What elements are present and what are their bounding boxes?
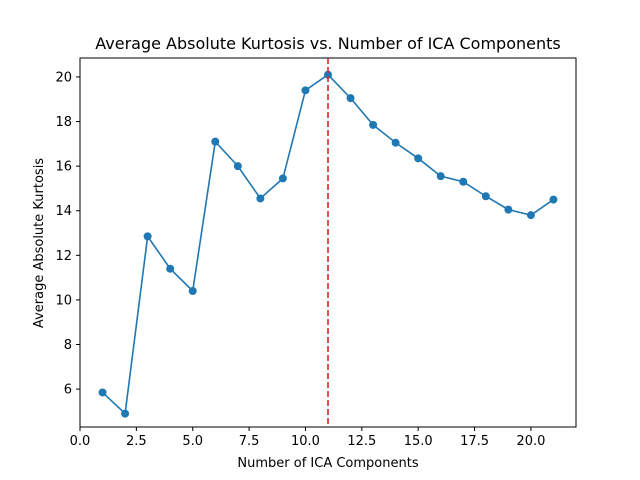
- x-tick-label: 0.0: [70, 434, 91, 449]
- y-tick-label: 10: [55, 293, 72, 308]
- y-tick-label: 12: [55, 249, 72, 264]
- x-tick-label: 12.5: [347, 434, 376, 449]
- data-point: [121, 409, 130, 418]
- x-tick-label: 5.0: [182, 434, 203, 449]
- data-point: [188, 286, 197, 295]
- y-tick-label: 18: [55, 115, 72, 130]
- data-point: [414, 154, 423, 163]
- data-point: [436, 172, 445, 181]
- y-tick-label: 20: [55, 70, 72, 85]
- x-tick-label: 20.0: [516, 434, 545, 449]
- data-point: [256, 194, 265, 203]
- data-point: [278, 174, 287, 183]
- data-point: [369, 120, 378, 129]
- data-point: [459, 177, 468, 186]
- x-tick-label: 7.5: [239, 434, 260, 449]
- y-axis-label: Average Absolute Kurtosis: [32, 158, 47, 328]
- x-tick-label: 15.0: [404, 434, 433, 449]
- x-tick-label: 10.0: [291, 434, 320, 449]
- y-tick-label: 8: [64, 338, 72, 353]
- data-point: [143, 232, 152, 241]
- y-tick-label: 6: [64, 383, 72, 398]
- data-point: [166, 264, 175, 273]
- y-tick-label: 16: [55, 160, 72, 175]
- data-point: [346, 94, 355, 103]
- data-point: [504, 205, 513, 214]
- data-point: [526, 211, 535, 220]
- y-tick-label: 14: [55, 204, 72, 219]
- data-point: [98, 388, 107, 397]
- data-point: [324, 70, 332, 79]
- x-tick-label: 17.5: [460, 434, 489, 449]
- data-point: [391, 138, 400, 147]
- data-point: [549, 195, 558, 204]
- data-point: [301, 86, 310, 95]
- plot-area: 0.0 2.5 5.0 7.5 10.0 12.5 15.0 17.5 20.0 6 8 10 12 14…: [55, 57, 577, 449]
- data-point: [233, 162, 242, 171]
- chart-title: Average Absolute Kurtosis vs. Number of …: [95, 34, 560, 53]
- data-point: [211, 137, 220, 146]
- x-axis-label: Number of ICA Components: [237, 456, 418, 471]
- data-point: [481, 192, 490, 201]
- x-tick-label: 2.5: [126, 434, 147, 449]
